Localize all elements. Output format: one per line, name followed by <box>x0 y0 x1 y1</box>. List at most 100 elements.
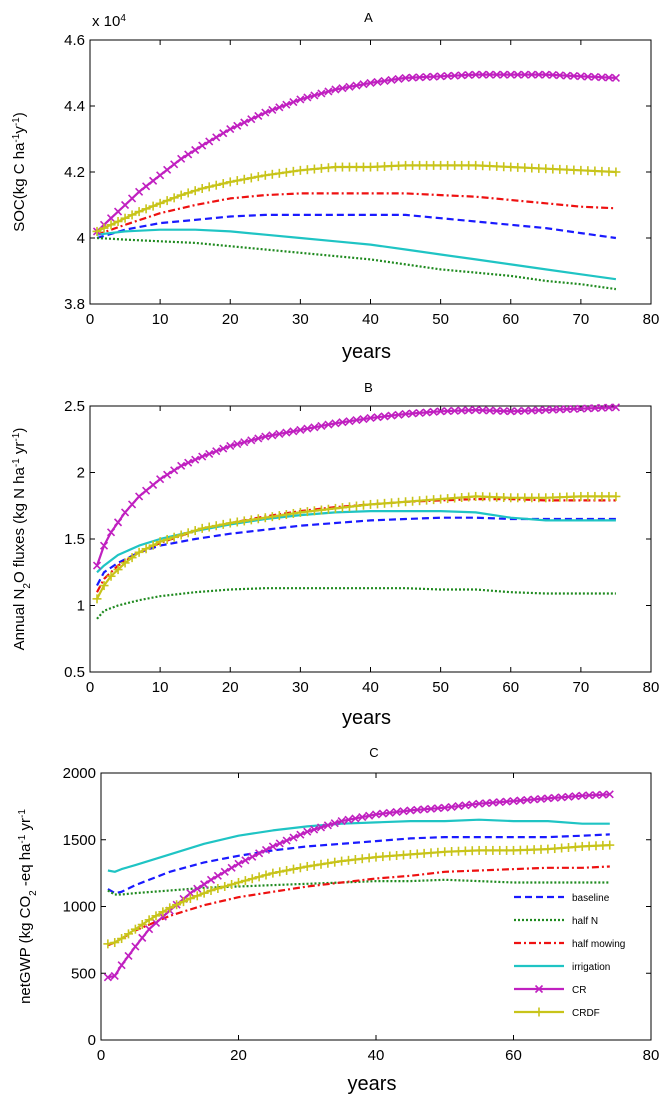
series-marker-crdf <box>260 170 270 180</box>
series-marker-cr <box>429 407 438 416</box>
series-marker-cr <box>351 814 360 823</box>
series-marker-cr <box>422 408 431 417</box>
series-marker-cr <box>576 72 585 81</box>
series-marker-crdf <box>611 491 621 501</box>
series-marker-cr <box>191 145 200 155</box>
series-marker-cr <box>527 406 536 415</box>
series-marker-crdf <box>246 515 256 525</box>
series-marker-crdf <box>148 201 158 211</box>
series-marker-cr <box>261 432 270 441</box>
y-tick-label: 2000 <box>63 765 96 782</box>
series-marker-cr <box>548 70 557 80</box>
series-marker-crdf <box>309 860 319 870</box>
series-marker-crdf <box>113 217 123 226</box>
x-tick-label: 0 <box>97 1047 105 1064</box>
series-marker-cr <box>516 796 525 805</box>
y-tick-label: 0.5 <box>64 664 85 681</box>
series-marker-cr <box>557 793 566 802</box>
series-marker-cr <box>495 798 504 807</box>
x-tick-label: 60 <box>502 679 519 696</box>
series-marker-crdf <box>162 534 172 544</box>
series-marker-cr <box>406 806 415 815</box>
series-marker-crdf <box>124 929 133 939</box>
series-line-half_n <box>107 878 610 896</box>
series-marker-crdf <box>103 939 113 949</box>
series-marker-cr <box>513 406 522 416</box>
series-marker-cr <box>317 89 326 98</box>
series-marker-cr <box>443 406 452 416</box>
series-marker-cr <box>120 200 130 210</box>
series-marker-cr <box>569 71 578 81</box>
series-marker-cr <box>541 70 550 79</box>
y-tick-label: 1500 <box>63 832 96 849</box>
series-marker-cr <box>447 802 456 811</box>
series-marker-cr <box>296 830 305 839</box>
series-marker-cr <box>241 856 250 865</box>
series-marker-cr <box>380 76 389 85</box>
y-tick-label: 0 <box>88 1032 96 1049</box>
series-marker-crdf <box>218 179 228 189</box>
series-marker-crdf <box>162 196 172 206</box>
series-marker-cr <box>316 823 326 832</box>
series-marker-crdf <box>176 190 186 200</box>
series-marker-cr <box>92 561 102 570</box>
series-marker-cr <box>254 434 263 443</box>
series-marker-cr <box>478 70 487 79</box>
series-marker-cr <box>205 137 214 146</box>
series-marker-crdf <box>227 879 237 889</box>
series-line-irrigation <box>96 228 617 281</box>
series-marker-crdf <box>247 874 257 884</box>
series-marker-crdf <box>110 938 120 948</box>
series-marker-cr <box>520 406 529 415</box>
series-marker-cr <box>193 884 202 893</box>
series-line-half_mowing <box>96 498 616 593</box>
series-marker-cr <box>184 458 193 467</box>
series-marker-crdf <box>106 571 116 581</box>
series-marker-cr <box>103 973 112 982</box>
series-marker-cr <box>394 410 403 419</box>
series-marker-cr <box>562 71 571 80</box>
series-marker-cr <box>530 795 539 804</box>
series-marker-crdf <box>225 177 235 187</box>
series-line-half_mowing <box>107 865 610 947</box>
x-tick-label: 70 <box>573 679 590 696</box>
series-marker-cr <box>420 805 429 814</box>
series-marker-cr <box>385 808 394 817</box>
x-tick-label: 40 <box>362 311 379 328</box>
series-marker-cr <box>186 889 195 898</box>
x-tick-label: 70 <box>573 311 590 328</box>
series-marker-crdf <box>199 888 209 898</box>
series-marker-cr <box>527 70 536 79</box>
series-line-irrigation <box>96 510 616 574</box>
series-marker-cr <box>443 71 452 81</box>
series-marker-cr <box>113 518 123 527</box>
series-marker-crdf <box>144 915 154 925</box>
plot-frame <box>100 772 652 1041</box>
series-marker-cr <box>254 111 263 120</box>
series-marker-cr <box>124 951 133 960</box>
series-marker-crdf <box>120 213 130 223</box>
series-marker-cr <box>365 811 374 820</box>
series-marker-cr <box>163 165 172 174</box>
series-marker-crdf <box>206 885 216 895</box>
series-marker-crdf <box>288 508 298 518</box>
series-marker-cr <box>468 800 477 809</box>
series-marker-crdf <box>274 168 284 178</box>
y-axis-label: netGWP (kg CO2 -eq ha-1 yr-1 <box>17 809 39 1004</box>
series-marker-cr <box>275 839 284 848</box>
series-marker-cr <box>226 441 235 450</box>
series-marker-crdf <box>357 854 367 864</box>
series-marker-cr <box>303 93 312 102</box>
series-marker-crdf <box>92 226 102 236</box>
series-marker-cr <box>359 80 368 89</box>
y-tick-label: 2 <box>77 465 85 482</box>
series-marker-cr <box>562 405 571 414</box>
series-marker-cr <box>135 492 144 501</box>
y-tick-label: 1000 <box>63 899 96 916</box>
series-marker-cr <box>106 214 116 223</box>
series-marker-cr <box>120 508 130 517</box>
series-marker-cr <box>392 807 401 817</box>
y-tick-label: 3.8 <box>64 296 85 313</box>
series-line-half_n <box>96 587 616 620</box>
series-marker-crdf <box>117 934 127 944</box>
